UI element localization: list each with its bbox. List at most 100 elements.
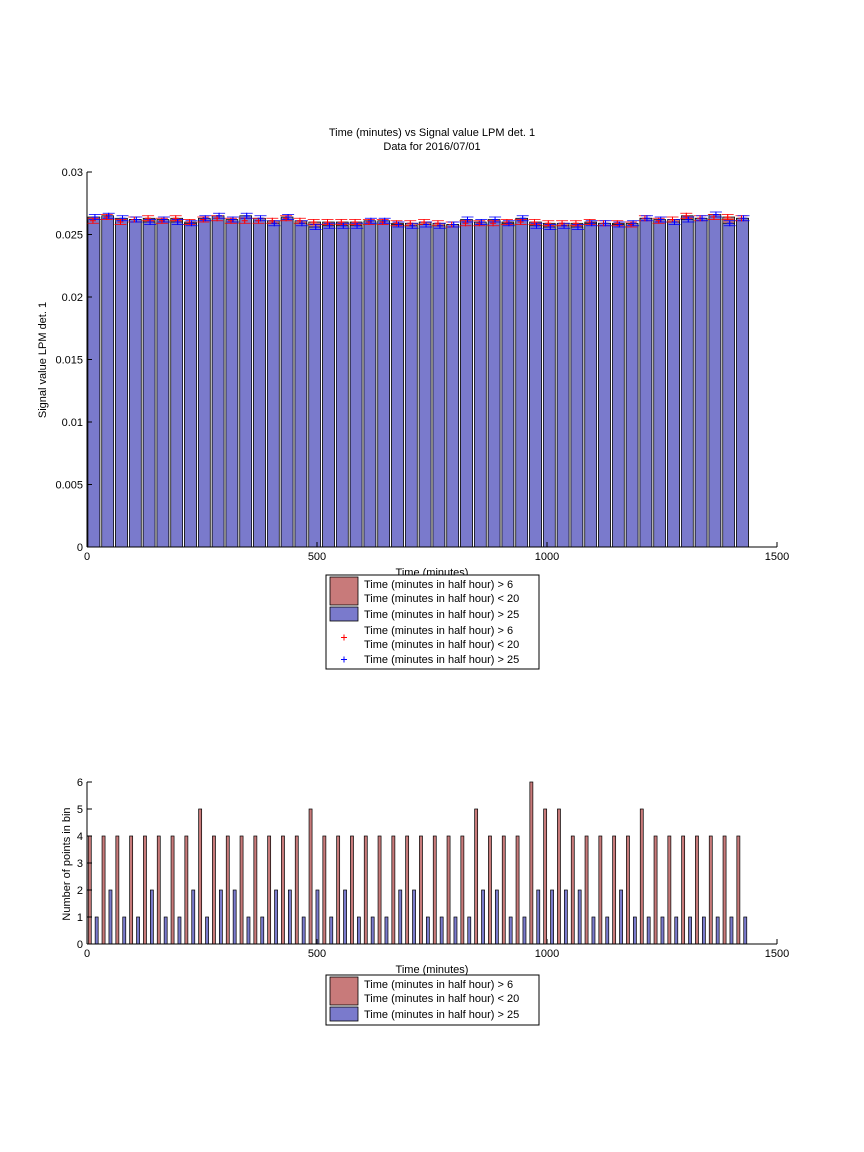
bar-series-2 [149,889,154,945]
bar-series-2 [198,217,211,548]
bar-series-2 [363,220,377,548]
bar-series-2 [605,916,610,945]
bar-series-1 [653,835,658,945]
bar-series-2 [156,219,170,548]
bar-series-2 [370,916,375,945]
legend-label: Time (minutes in half hour) > 25 [364,1009,519,1021]
bar-series-2 [418,224,432,548]
bar-series-2 [301,916,306,945]
bar-series-1 [101,835,106,945]
x-tick-label: 1500 [765,948,789,960]
bar-series-2 [205,916,209,945]
bar-series-2 [253,217,266,548]
bar-series-1 [350,835,354,945]
y-tick-label: 6 [77,777,83,789]
bar-series-2 [536,889,541,945]
bar-series-2 [280,216,294,548]
bar-series-2 [122,916,127,945]
legend: Time (minutes in half hour) > 6 Time (min… [325,974,540,1026]
bar-series-2 [115,217,128,548]
bar-series-1 [557,808,561,945]
bar-series-1 [626,835,630,945]
legend-box [325,974,540,1026]
bar-series-1 [639,808,644,945]
bar-series-2 [674,916,679,945]
bar-series-2 [715,916,720,945]
bar-series-2 [356,916,361,945]
legend-label: Time (minutes in half hour) < 20 [364,639,519,651]
y-tick-label: 0.01 [62,417,83,429]
bar-series-2 [218,889,223,945]
legend-label: Time (minutes in half hour) > 6 [364,579,513,591]
bar-series-2 [446,224,459,548]
y-tick-label: 0.015 [55,355,83,367]
bar-series-2 [508,916,513,945]
bar-series-2 [612,224,625,548]
legend-label: Time (minutes in half hour) > 6 [364,979,513,991]
bar-series-2 [274,889,278,945]
bar-series-2 [329,916,334,945]
bar-series-2 [94,916,99,945]
bar-series-2 [625,222,639,548]
bar-series-2 [136,916,140,945]
bar-series-1 [570,835,575,945]
bar-series-2 [736,217,749,548]
bar-series-2 [336,225,349,548]
bar-series-1 [681,835,686,945]
bar-series-2 [660,916,665,945]
bar-series-2 [398,889,403,945]
bar-series-2 [343,889,347,945]
bar-series-1 [363,835,368,945]
bar-series-2 [191,889,196,945]
bar-series-1 [294,835,299,945]
bar-series-2 [349,225,363,548]
bar-series-2 [563,889,568,945]
bar-series-1 [267,835,272,945]
bar-series-2 [681,219,694,548]
bar-series-1 [115,835,120,945]
axes: 0 500 1000 1500 0 1 2 3 4 5 6 [77,777,789,960]
bar-group [87,214,749,548]
bar-series-1 [501,835,506,945]
bar-series-2 [405,225,418,548]
bar-series-2 [474,221,487,548]
bar-series-2 [129,219,142,548]
bar-series-1 [336,835,341,945]
bar-series-2 [239,215,252,548]
bar-series-1 [584,835,589,945]
bar-series-2 [515,217,528,548]
bar-series-1 [419,835,423,945]
bar-series-1 [405,835,410,945]
y-axis-label: Number of points in bin [61,807,73,920]
bar-series-2 [550,889,554,945]
bar-series-2 [439,916,444,945]
bar-series-2 [267,222,280,548]
bar-series-1 [598,835,603,945]
bar-series-2 [598,222,611,548]
bar-series-2 [260,916,265,945]
bar-series-2 [177,916,182,945]
legend-label: Time (minutes in half hour) > 6 [364,625,513,637]
bar-series-2 [494,889,499,945]
y-tick-label: 5 [77,804,83,816]
bar-series-1 [198,808,203,945]
marker-group [89,211,747,230]
bar-series-1 [722,835,727,945]
y-tick-label: 3 [77,858,83,870]
bar-series-2 [315,889,320,945]
bar-series-1 [736,835,741,945]
bar-series-2 [87,216,101,548]
y-tick-label: 0.02 [62,292,83,304]
bar-series-1 [460,835,465,945]
bar-series-2 [460,219,473,548]
legend-swatch [329,576,359,606]
bar-series-1 [377,835,382,945]
x-tick-label: 1500 [765,551,789,563]
bar-series-2 [529,225,542,548]
bar-series-2 [322,225,335,548]
bar-series-1 [391,835,396,945]
bar-series-1 [667,835,672,945]
x-tick-label: 500 [308,948,326,960]
legend-label: Time (minutes in half hour) < 20 [364,593,519,605]
bar-series-2 [501,222,515,548]
